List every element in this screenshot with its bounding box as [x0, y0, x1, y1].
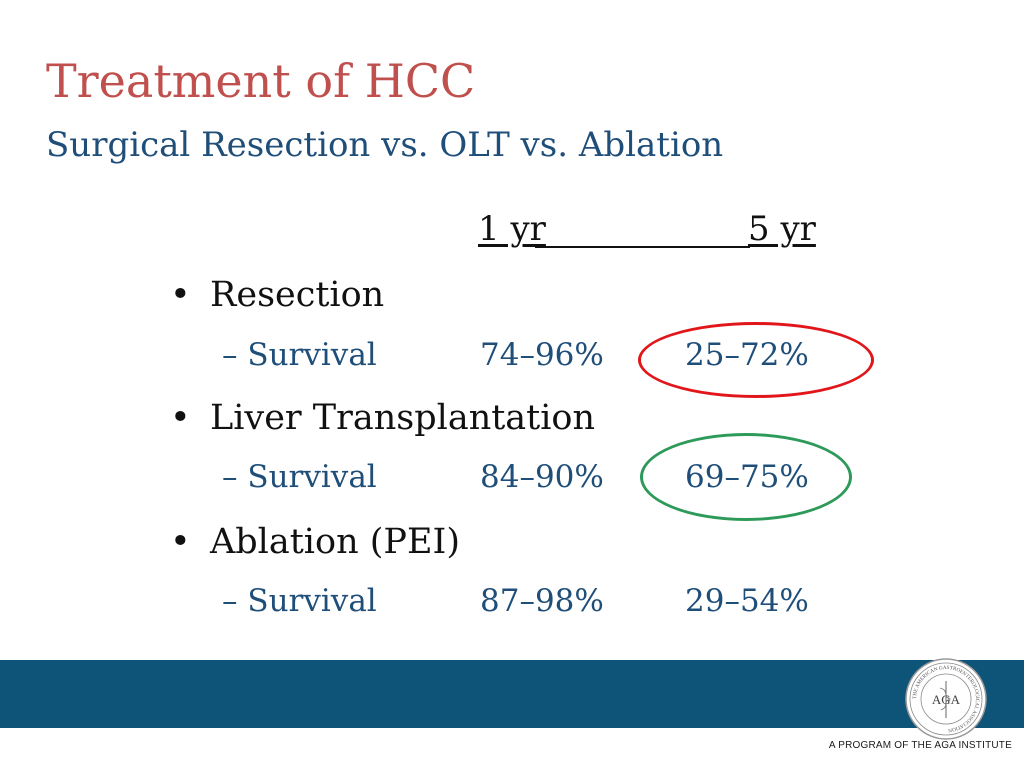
value-1yr-ablation: 87–98%	[480, 583, 604, 619]
sub-survival-resection: – Survival	[222, 337, 377, 373]
footer-band	[0, 660, 1024, 728]
category-label: Resection	[210, 275, 385, 315]
slide-subtitle: Surgical Resection vs. OLT vs. Ablation	[46, 125, 724, 165]
bullet-dot: •	[170, 275, 191, 315]
header-underline	[535, 246, 750, 248]
value-1yr-transplant: 84–90%	[480, 459, 604, 495]
category-label: Ablation (PEI)	[210, 522, 460, 562]
header-1yr: 1 yr	[478, 209, 546, 249]
value-1yr-resection: 74–96%	[480, 337, 604, 373]
aga-seal-logo: THE AMERICAN GASTROENTEROLOGICAL ASSOCIA…	[905, 658, 987, 740]
sub-survival-ablation: – Survival	[222, 583, 377, 619]
bullet-dot: •	[170, 398, 191, 438]
bullet-resection: • Resection	[170, 278, 384, 313]
header-5yr: 5 yr	[748, 209, 816, 249]
category-label: Liver Transplantation	[210, 398, 596, 438]
highlight-ring-resection	[638, 322, 874, 398]
slide-title: Treatment of HCC	[46, 54, 476, 108]
bullet-transplant: • Liver Transplantation	[170, 401, 595, 436]
bullet-dot: •	[170, 522, 191, 562]
program-footer-text: A PROGRAM OF THE AGA INSTITUTE	[828, 740, 1012, 751]
bullet-ablation: • Ablation (PEI)	[170, 525, 460, 560]
sub-survival-transplant: – Survival	[222, 459, 377, 495]
value-5yr-ablation: 29–54%	[685, 583, 809, 619]
highlight-ring-transplant	[640, 433, 852, 521]
seal-letters: AGA	[932, 692, 961, 707]
